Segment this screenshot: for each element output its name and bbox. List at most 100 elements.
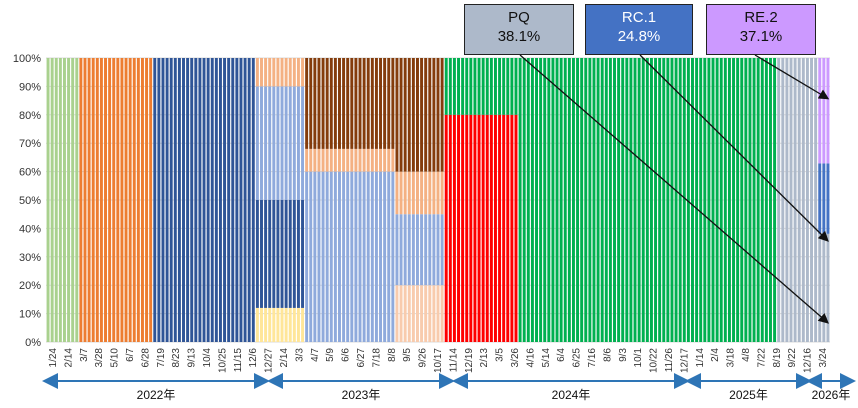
bar-segment <box>420 214 424 286</box>
bar-segment <box>268 86 272 200</box>
bar-segment <box>202 58 206 342</box>
bar-segment <box>280 307 284 342</box>
bar-segment <box>826 233 830 342</box>
bar-segment <box>346 58 350 149</box>
bar-segment <box>317 148 321 172</box>
bar-segment <box>506 114 510 342</box>
bar-segment <box>493 114 497 342</box>
bar-segment <box>407 171 411 215</box>
bar-segment <box>177 58 181 342</box>
bar-segment <box>333 148 337 172</box>
bar-segment <box>280 58 284 87</box>
x-tick-label: 7/19 <box>156 348 167 368</box>
bar-segment <box>333 171 337 342</box>
y-tick-label: 40% <box>19 223 41 235</box>
y-tick-label: 10% <box>19 309 41 321</box>
bar-segment <box>732 58 736 342</box>
callout-value: 38.1% <box>497 28 541 45</box>
bar-segment <box>354 58 358 149</box>
bar-segment <box>272 58 276 87</box>
bar-segment <box>452 114 456 342</box>
bar-segment <box>686 58 690 342</box>
bar-segment <box>707 58 711 342</box>
bar-segment <box>670 58 674 342</box>
bar-segment <box>255 307 259 342</box>
bar-segment <box>822 163 826 234</box>
bar-segment <box>153 58 157 342</box>
bar-segment <box>403 171 407 215</box>
bar-segment <box>695 58 699 342</box>
bar-segment <box>510 114 514 342</box>
bar-segment <box>255 58 259 87</box>
bar-segment <box>502 114 506 342</box>
bar-segment <box>379 148 383 172</box>
bar-segment <box>760 58 764 342</box>
bar-segment <box>777 58 781 342</box>
bar-segment <box>440 214 444 286</box>
bar-segment <box>387 58 391 149</box>
bar-segment <box>255 86 259 200</box>
bar-segment <box>711 58 715 342</box>
bar-segment <box>379 58 383 149</box>
bar-segment <box>362 148 366 172</box>
bar-segment <box>420 58 424 172</box>
bar-segment <box>280 200 284 308</box>
bar-segment <box>198 58 202 342</box>
bar-segment <box>296 86 300 200</box>
callout-pq: PQ 38.1% <box>464 4 574 55</box>
bar-segment <box>547 58 551 342</box>
bar-segment <box>641 58 645 342</box>
bar-segment <box>674 58 678 342</box>
bar-segment <box>296 58 300 87</box>
bar-segment <box>510 58 514 115</box>
callout-value: 24.8% <box>617 28 661 45</box>
bar-segment <box>625 58 629 342</box>
bar-segment <box>67 58 71 342</box>
bar-segment <box>448 114 452 342</box>
bar-segment <box>169 58 173 342</box>
bar-segment <box>272 200 276 308</box>
bar-segment <box>769 58 772 342</box>
y-tick-label: 30% <box>19 252 41 264</box>
bar-segment <box>773 58 777 342</box>
bar-segment <box>399 214 403 286</box>
bar-segment <box>190 58 194 342</box>
bar-segment <box>666 58 670 342</box>
bar-segment <box>539 58 543 342</box>
bar-segment <box>440 171 444 215</box>
bar-segment <box>243 58 247 342</box>
bar-segment <box>420 285 424 342</box>
bar-segment <box>305 171 309 342</box>
year-label: 2023年 <box>342 388 381 402</box>
bar-segment <box>116 58 120 342</box>
bar-segment <box>436 58 440 172</box>
x-tick-label: 3/28 <box>94 348 105 368</box>
bar-segment <box>461 58 465 115</box>
x-tick-label: 1/24 <box>48 348 59 368</box>
bar-segment <box>321 171 325 342</box>
bar-segment <box>46 58 50 342</box>
x-tick-label: 6/25 <box>572 348 583 368</box>
bar-segment <box>592 58 596 342</box>
bar-segment <box>391 171 395 342</box>
bar-segment <box>415 58 419 172</box>
bar-segment <box>374 148 378 172</box>
bar-segment <box>54 58 58 342</box>
bar-segment <box>395 285 399 342</box>
bar-segment <box>629 58 633 342</box>
bar-segment <box>210 58 214 342</box>
x-tick-label: 3/5 <box>495 348 506 362</box>
bar-segment <box>124 58 128 342</box>
bar-segment <box>338 148 341 172</box>
bar-segment <box>317 58 321 149</box>
bar-segment <box>744 58 748 342</box>
bar-segment <box>522 58 526 342</box>
bar-segment <box>489 58 493 115</box>
bar-segment <box>71 58 75 342</box>
callout-name: PQ <box>508 9 530 26</box>
bar-segment <box>420 171 424 215</box>
x-tick-label: 6/7 <box>125 348 136 362</box>
x-tick-label: 12/27 <box>264 348 275 373</box>
bar-segment <box>727 58 731 342</box>
bar-segment <box>292 307 296 342</box>
